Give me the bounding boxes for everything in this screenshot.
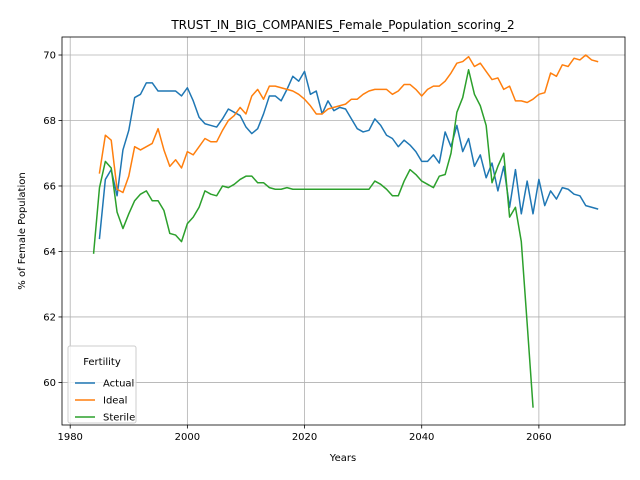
series-line-actual: [98, 70, 599, 240]
legend-label-ideal: Ideal: [103, 396, 127, 407]
x-tick-label: 2000: [175, 432, 200, 443]
x-tick-label: 2020: [292, 432, 317, 443]
y-tick-label: 68: [43, 116, 56, 127]
y-tick-label: 70: [43, 51, 56, 62]
series-line-sterile: [92, 68, 534, 408]
plot-frame: [61, 36, 626, 426]
chart-title: TRUST_IN_BIG_COMPANIES_Female_Population…: [170, 18, 514, 32]
grid-lines: [62, 37, 625, 425]
axes: 1980 2000 2020 2040 2060 60 62 64 66 68 70: [43, 36, 626, 443]
y-axis-label: % of Female Population: [17, 172, 28, 289]
legend-title: Fertility: [83, 357, 121, 368]
x-tick-label: 2060: [526, 432, 551, 443]
legend-box: [67, 345, 137, 424]
x-tick-label: 1980: [57, 432, 82, 443]
series-line-ideal: [98, 54, 599, 194]
legend: Fertility Actual Ideal Sterile: [67, 345, 137, 424]
series-lines: [92, 54, 599, 408]
legend-label-actual: Actual: [103, 379, 134, 390]
y-tick-label: 64: [43, 247, 56, 258]
y-tick-label: 60: [43, 378, 56, 389]
y-tick-label: 66: [43, 181, 56, 192]
legend-label-sterile: Sterile: [103, 413, 135, 424]
x-tick-label: 2040: [409, 432, 434, 443]
y-tick-label: 62: [43, 312, 56, 323]
x-axis-label: Years: [329, 453, 356, 464]
